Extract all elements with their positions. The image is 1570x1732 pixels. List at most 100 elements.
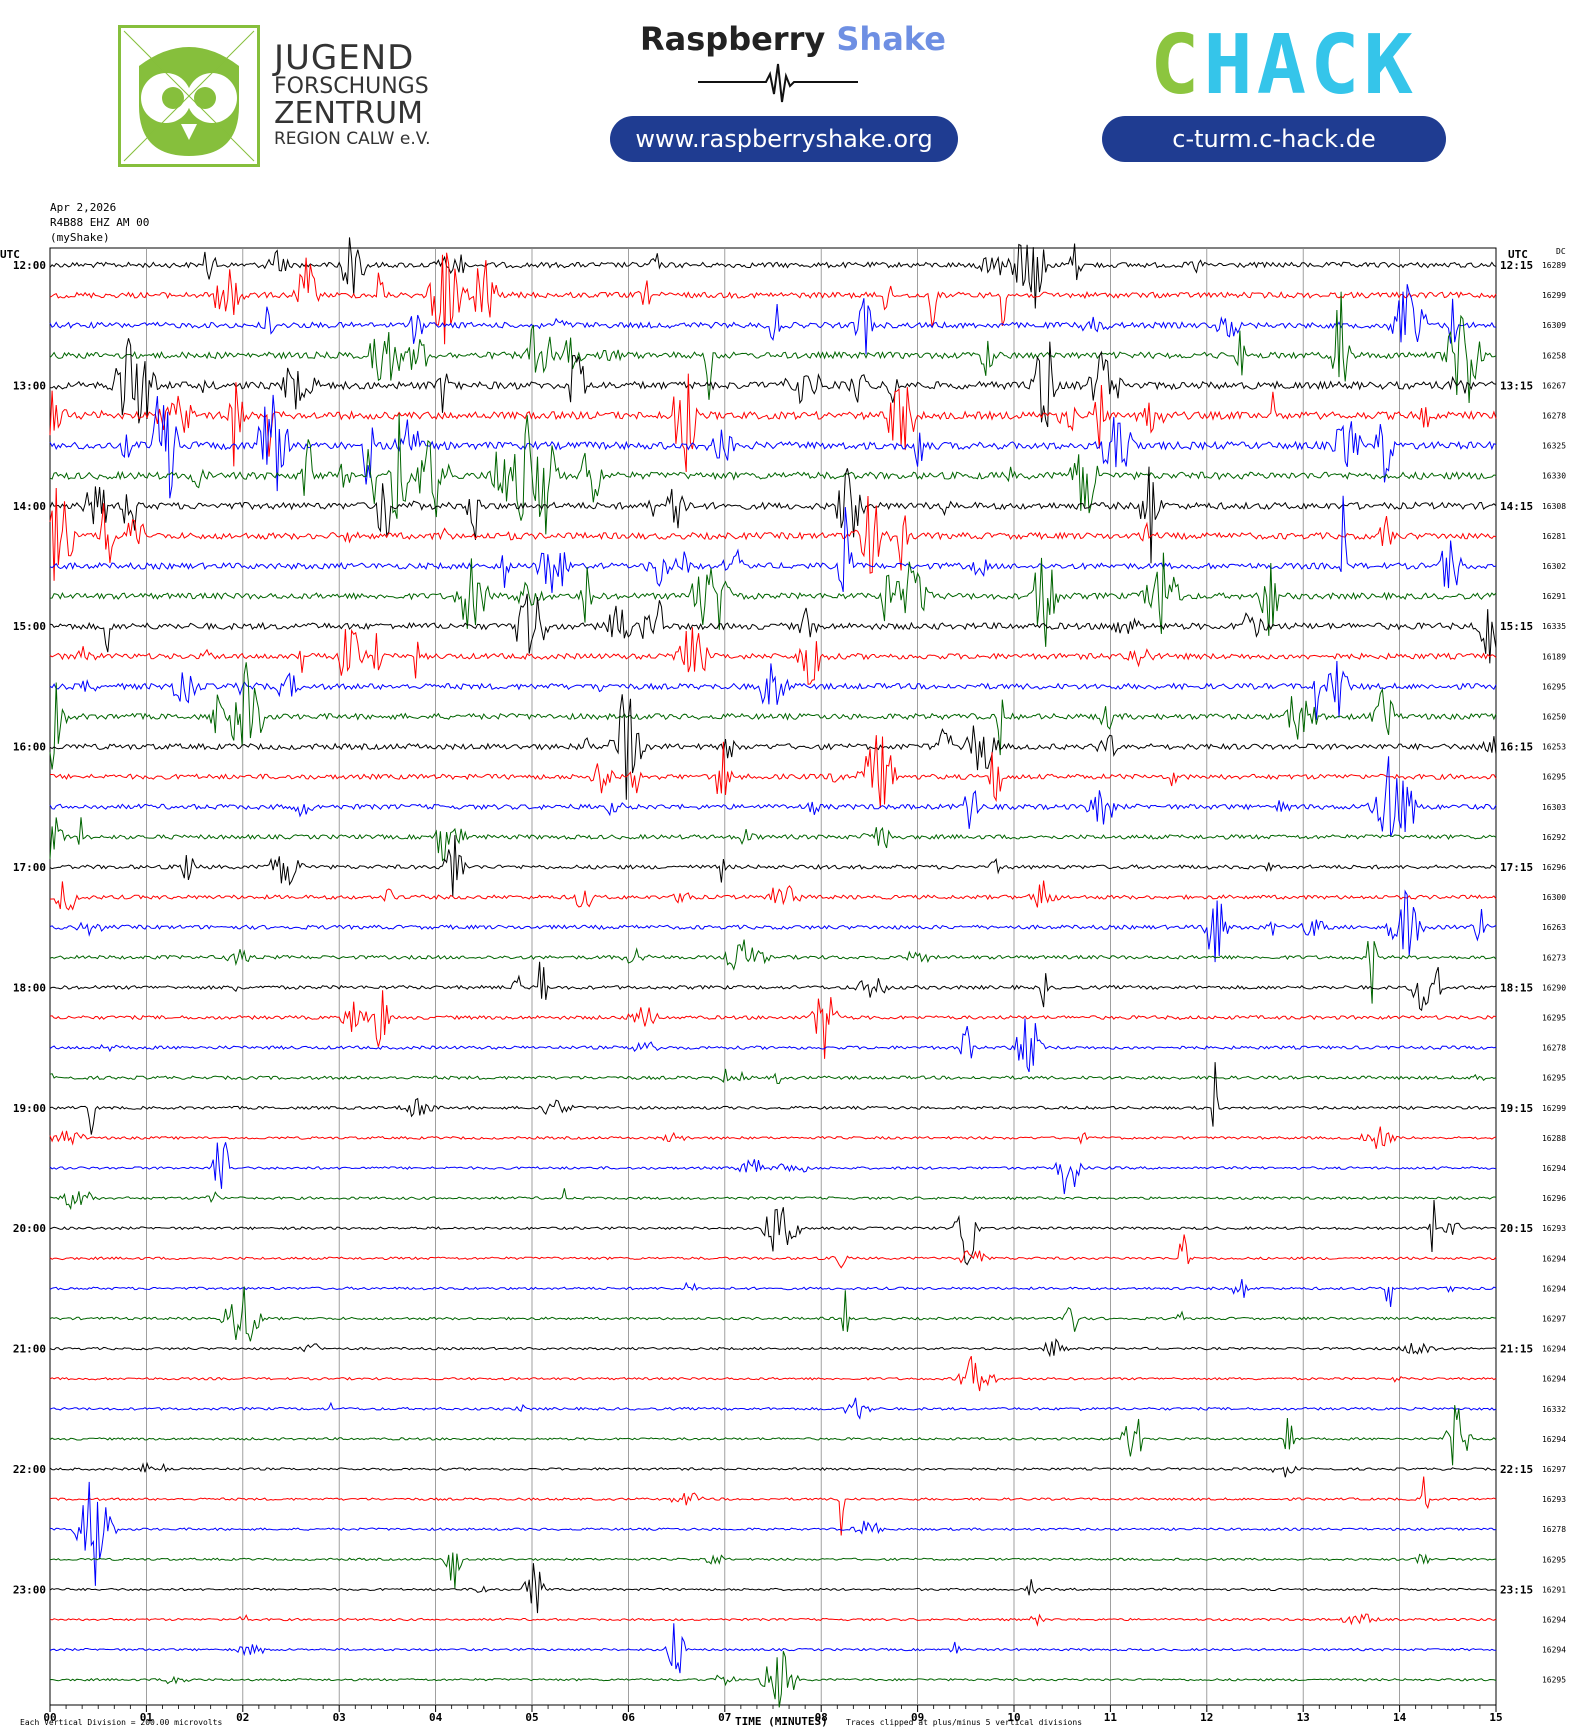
- x-tick-label: 12: [1200, 1711, 1213, 1724]
- jfz-logo: JUGEND FORSCHUNGS ZENTRUM REGION CALW e.…: [118, 25, 538, 167]
- right-hour-label: 18:15: [1500, 981, 1533, 994]
- dc-offset-label: 16297: [1542, 1465, 1566, 1474]
- chart-traces: [49, 237, 1497, 1708]
- dc-offset-label: 16281: [1542, 532, 1566, 541]
- x-tick-label: 00: [43, 1711, 56, 1724]
- left-hour-label: 14:00: [13, 500, 46, 513]
- left-hour-label: 22:00: [13, 1463, 46, 1476]
- seismic-trace: [49, 495, 1497, 593]
- seismic-trace: [49, 1338, 1497, 1358]
- dc-offset-label: 16294: [1542, 1616, 1566, 1625]
- jfz-line1: JUGEND: [274, 38, 415, 78]
- right-hour-label: 14:15: [1500, 500, 1533, 513]
- dc-offset-label: 16294: [1542, 1164, 1566, 1173]
- x-tick-label: 14: [1393, 1711, 1407, 1724]
- chart-station: R4B88 EHZ AM 00: [50, 216, 149, 229]
- dc-offset-label: 16302: [1542, 562, 1566, 571]
- seismic-trace: [49, 373, 1497, 473]
- seismic-trace: [49, 1068, 1497, 1085]
- seismic-trace: [49, 694, 1497, 800]
- dc-offset-label: 16291: [1542, 1585, 1566, 1594]
- seismic-trace: [49, 1461, 1497, 1478]
- rs-word2: Shake: [836, 20, 946, 58]
- dc-offset-label: 16295: [1542, 773, 1566, 782]
- seismic-trace: [49, 1397, 1497, 1420]
- x-tick-label: 06: [622, 1711, 636, 1724]
- seismic-trace: [49, 291, 1497, 404]
- chack-logo-part2: HACK: [1203, 18, 1417, 113]
- dc-offset-label: 16294: [1542, 1435, 1566, 1444]
- right-hour-label: 20:15: [1500, 1222, 1533, 1235]
- right-axis-label: UTC: [1508, 248, 1528, 261]
- raspberry-shake-logo: Raspberry Shake: [640, 20, 946, 58]
- seismogram-squiggle-icon: [698, 63, 858, 103]
- right-hour-label: 23:15: [1500, 1583, 1533, 1596]
- right-hour-label: 15:15: [1500, 620, 1533, 633]
- seismic-trace: [49, 487, 1497, 581]
- x-tick-label: 04: [429, 1711, 443, 1724]
- seismic-trace: [49, 835, 1497, 897]
- dc-offset-label: 16296: [1542, 863, 1566, 872]
- seismic-trace: [49, 413, 1497, 535]
- raspberry-shake-url[interactable]: www.raspberryshake.org: [610, 116, 958, 162]
- dc-offset-label: 16293: [1542, 1224, 1566, 1233]
- seismic-trace: [49, 880, 1497, 911]
- seismic-trace: [49, 237, 1497, 309]
- dc-offset-label: 16278: [1542, 1525, 1566, 1534]
- seismic-trace: [49, 552, 1497, 647]
- chack-url[interactable]: c-turm.c-hack.de: [1102, 116, 1446, 162]
- x-tick-label: 08: [815, 1711, 828, 1724]
- x-tick-label: 11: [1104, 1711, 1118, 1724]
- seismic-trace: [49, 1481, 1497, 1586]
- rs-word1: Raspberry: [640, 20, 826, 58]
- left-hour-label: 20:00: [13, 1222, 46, 1235]
- chack-logo: CHACK: [1150, 25, 1417, 107]
- dc-offset-label: 16273: [1542, 953, 1566, 962]
- dc-offset-label: 16325: [1542, 442, 1566, 451]
- dc-offset-label: 16290: [1542, 983, 1566, 992]
- seismic-trace: [49, 1355, 1497, 1392]
- seismic-trace: [49, 1476, 1497, 1536]
- right-hour-label: 13:15: [1500, 379, 1533, 392]
- dc-offset-label: 16294: [1542, 1646, 1566, 1655]
- left-hour-label: 12:00: [13, 259, 46, 272]
- owl-logo-icon: [118, 25, 260, 167]
- seismic-trace: [49, 1142, 1497, 1195]
- dc-offset-label: 16294: [1542, 1254, 1566, 1263]
- seismic-trace: [49, 990, 1497, 1059]
- seismic-trace: [49, 889, 1497, 963]
- seismic-trace: [49, 1651, 1497, 1708]
- right-hour-label: 21:15: [1500, 1343, 1533, 1356]
- seismic-trace: [49, 1188, 1497, 1211]
- dc-offset-label: 16309: [1542, 321, 1566, 330]
- dc-offset-label: 16330: [1542, 472, 1566, 481]
- x-tick-label: 05: [525, 1711, 538, 1724]
- dc-offset-label: 16294: [1542, 1375, 1566, 1384]
- dc-offset-label: 16295: [1542, 1676, 1566, 1685]
- dc-offset-label: 16292: [1542, 833, 1566, 842]
- dc-offset-label: 16263: [1542, 923, 1566, 932]
- left-hour-label: 19:00: [13, 1102, 46, 1115]
- dc-offset-label: 16299: [1542, 1104, 1566, 1113]
- left-hour-label: 13:00: [13, 379, 46, 392]
- footer-left: Each Vertical Division = 200.00 microvol…: [20, 1718, 222, 1727]
- left-hour-label: 21:00: [13, 1343, 46, 1356]
- chart-grid: [49, 247, 1497, 1712]
- jfz-line3: ZENTRUM: [274, 96, 423, 131]
- chart-date: Apr 2,2026: [50, 201, 116, 214]
- jfz-name: JUGEND FORSCHUNGS ZENTRUM REGION CALW e.…: [274, 41, 431, 149]
- dc-offset-label: 16332: [1542, 1405, 1566, 1414]
- seismic-trace: [49, 284, 1497, 355]
- seismic-trace: [49, 627, 1497, 685]
- dc-offset-label: 16291: [1542, 592, 1566, 601]
- left-hour-label: 18:00: [13, 981, 46, 994]
- dc-offset-label: 16299: [1542, 291, 1566, 300]
- seismic-trace: [49, 1062, 1497, 1135]
- right-hour-label: 19:15: [1500, 1102, 1533, 1115]
- right-hour-label: 17:15: [1500, 861, 1533, 874]
- x-axis-label: TIME (MINUTES): [735, 1715, 828, 1728]
- seismic-trace: [49, 1405, 1497, 1466]
- dc-offset-label: 16297: [1542, 1315, 1566, 1324]
- jfz-line4: REGION CALW e.V.: [274, 129, 431, 149]
